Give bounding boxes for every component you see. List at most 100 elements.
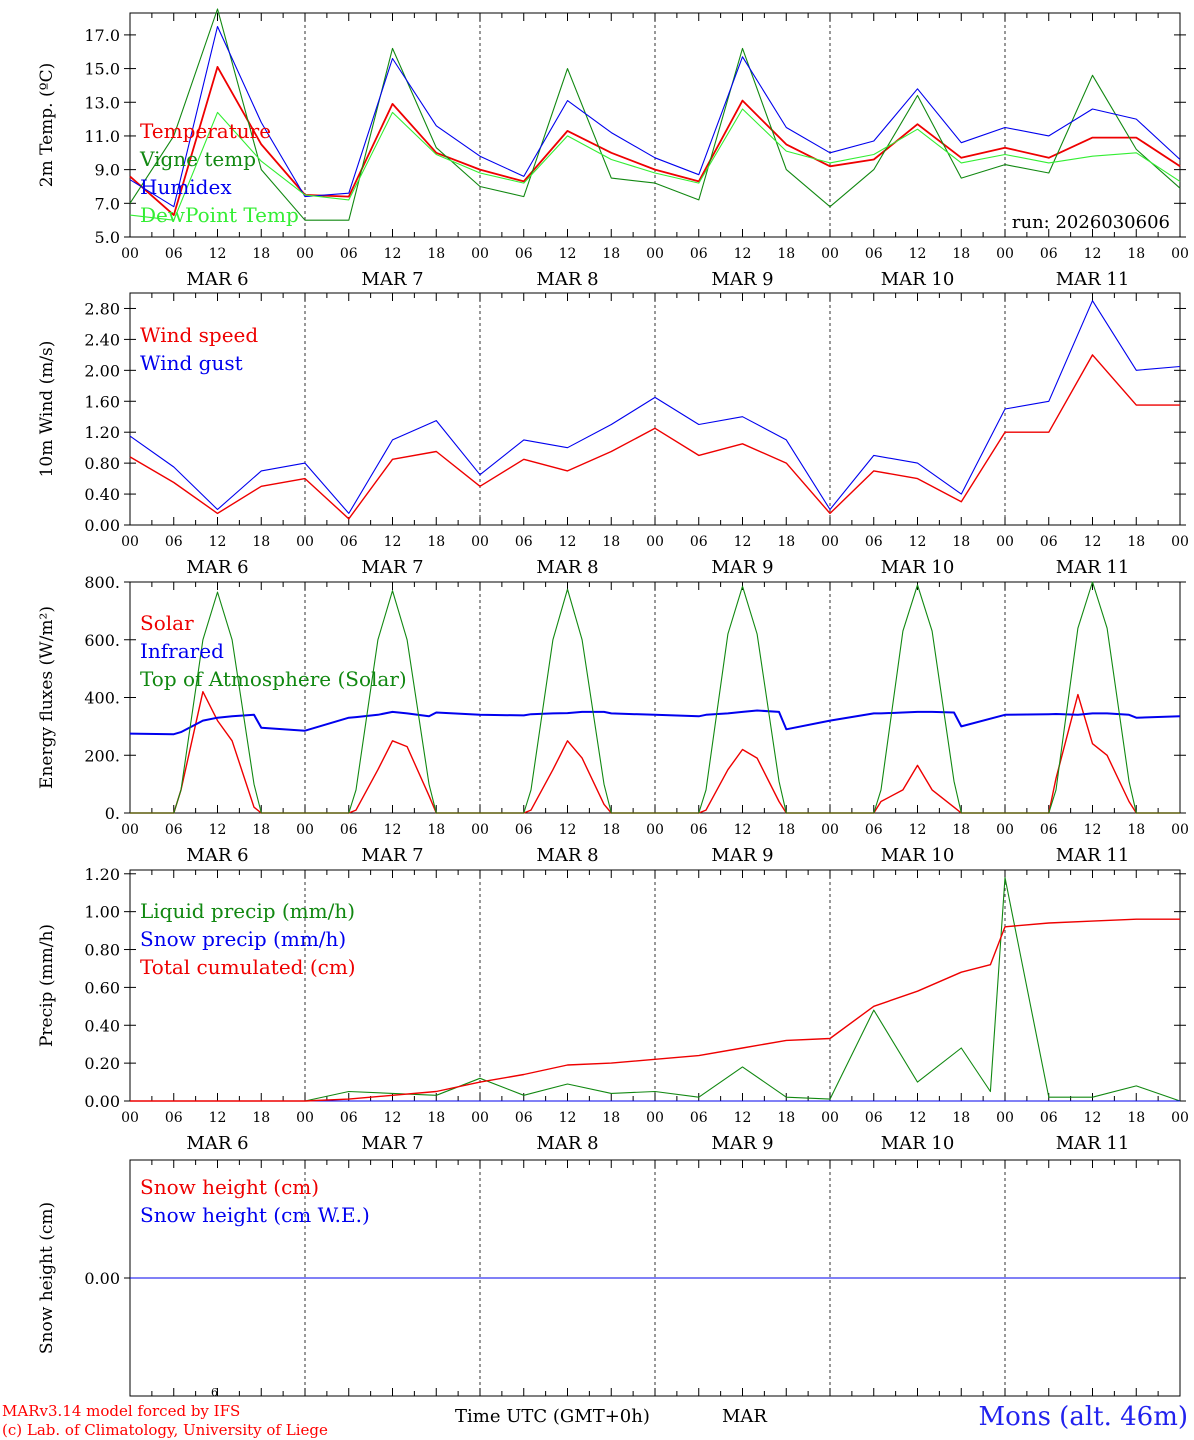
y-axis-title: 2m Temp. (ºC) [37,63,57,188]
day-label: MAR 11 [1056,1133,1130,1154]
station-title: Mons (alt. 46m) [978,1402,1188,1432]
y-tick-label: 1.00 [84,903,120,922]
y-tick-label: 0.80 [84,454,120,473]
day-label: MAR 6 [186,269,248,290]
y-tick-label: 0.40 [84,485,120,504]
x-tick-label: 18 [602,1110,620,1126]
day-label: MAR 9 [711,1133,773,1154]
x-tick-label: 00 [471,822,489,838]
x-tick-label: 06 [865,534,883,550]
x-tick-label: 12 [209,822,227,838]
y-tick-label: 0. [105,804,120,823]
legend-entry: Solar [140,611,194,635]
x-tick-label: 18 [602,822,620,838]
x-tick-label: 18 [427,1110,445,1126]
y-axis-title: Energy fluxes (W/m²) [37,606,57,789]
x-tick-label: 12 [734,822,752,838]
day-label: MAR 10 [881,1133,955,1154]
x-tick-label: 18 [602,246,620,262]
y-tick-label: 200. [84,746,120,765]
x-tick-label: 00 [821,1110,839,1126]
x-tick-label: 00 [471,246,489,262]
day-label: MAR 7 [361,845,423,866]
legend-entry: Wind gust [140,351,243,375]
x-tick-label: 12 [734,534,752,550]
y-tick-label: 1.60 [84,392,120,411]
x-tick-label: 06 [865,246,883,262]
x-tick-label: 12 [559,822,577,838]
legend-entry: Vigne temp [139,147,256,171]
day-marker-label: 6 [211,1386,218,1399]
x-tick-label: 00 [121,246,139,262]
x-tick-label: 18 [602,534,620,550]
x-tick-label: 00 [996,822,1014,838]
x-tick-label: 06 [515,534,533,550]
x-tick-label: 12 [909,246,927,262]
y-tick-label: 0.00 [84,1092,120,1111]
day-label: MAR 8 [536,269,598,290]
x-tick-label: 18 [952,1110,970,1126]
y-tick-label: 2.40 [84,330,120,349]
x-tick-label: 18 [427,246,445,262]
x-tick-label: 18 [777,822,795,838]
x-tick-label: 06 [340,1110,358,1126]
legend-entry: Snow height (cm W.E.) [140,1203,370,1227]
panel-snow: 0.00 Snow height (cm) Snow height (cm) Snow… [37,1159,1186,1397]
lab-credit: (c) Lab. of Climatology, University of L… [2,1421,328,1439]
x-tick-label: 06 [865,822,883,838]
legend-entry: Infrared [140,639,224,663]
x-tick-label: 06 [690,1110,708,1126]
x-tick-label: 00 [296,1110,314,1126]
legend-entry: Snow height (cm) [140,1175,319,1199]
day-label: MAR 9 [711,845,773,866]
x-tick-label: 12 [209,1110,227,1126]
series-line-wind-gust [129,300,1181,514]
x-tick-label: 06 [515,1110,533,1126]
y-tick-label: 2.00 [84,361,120,380]
x-tick-label: 18 [252,822,270,838]
legend-entry: Top of Atmosphere (Solar) [140,667,407,691]
x-tick-label: 18 [952,534,970,550]
y-tick-label: 9.0 [95,161,120,180]
x-tick-label: 18 [777,246,795,262]
x-tick-label: 18 [777,534,795,550]
x-tick-label: 12 [734,246,752,262]
x-tick-label: 18 [427,822,445,838]
x-tick-label: 06 [165,822,183,838]
x-tick-label: 12 [559,534,577,550]
x-tick-label: 00 [821,822,839,838]
series-line-vigne-temp [129,8,1181,221]
day-label: MAR 11 [1056,557,1130,578]
legend-entry: Liquid precip (mm/h) [140,899,355,923]
day-label: MAR 8 [536,845,598,866]
x-tick-label: 06 [340,822,358,838]
x-tick-label: 12 [384,246,402,262]
x-tick-label: 00 [471,1110,489,1126]
x-tick-label: 18 [252,246,270,262]
day-label: MAR 8 [536,557,598,578]
x-tick-label: 06 [1040,822,1058,838]
y-tick-label: 13.0 [84,93,120,112]
day-label: MAR 6 [186,1133,248,1154]
x-tick-label: 12 [384,822,402,838]
x-tick-label: 18 [952,246,970,262]
x-tick-label: 06 [165,534,183,550]
y-tick-label: 15.0 [84,60,120,79]
legend-entry: Total cumulated (cm) [140,955,356,979]
x-tick-label: 00 [121,1110,139,1126]
x-tick-label: 00 [296,534,314,550]
y-tick-label: 800. [84,573,120,592]
day-label: MAR 6 [186,557,248,578]
x-tick-label: 06 [515,246,533,262]
series-line-humidex [129,25,1181,208]
x-tick-label: 00 [996,534,1014,550]
x-tick-label: 18 [252,1110,270,1126]
legend-entry: Temperature [140,119,271,143]
x-tick-label: 06 [1040,246,1058,262]
x-tick-label: 00 [1171,1110,1189,1126]
legend-entry: Humidex [140,175,232,199]
y-axis-title: 10m Wind (m/s) [37,341,57,478]
y-tick-label: 11.0 [84,127,120,146]
x-tick-label: 00 [646,246,664,262]
x-tick-label: 06 [340,246,358,262]
